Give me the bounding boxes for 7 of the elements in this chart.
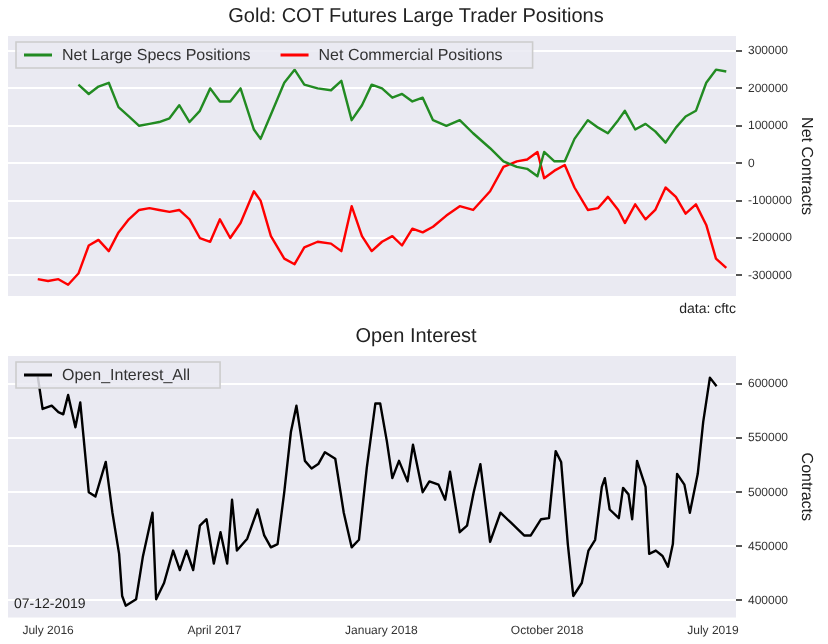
- y-axis-title: Net Contracts: [797, 117, 816, 215]
- chart-title: Open Interest: [355, 325, 478, 348]
- legend-label: Net Commercial Positions: [318, 46, 503, 65]
- legend-label: Net Large Specs Positions: [62, 46, 251, 65]
- chart-title: Gold: COT Futures Large Trader Positions: [228, 5, 604, 28]
- y-axis-title: Contracts: [797, 452, 816, 522]
- legend-label: Open_Interest_All: [62, 366, 191, 385]
